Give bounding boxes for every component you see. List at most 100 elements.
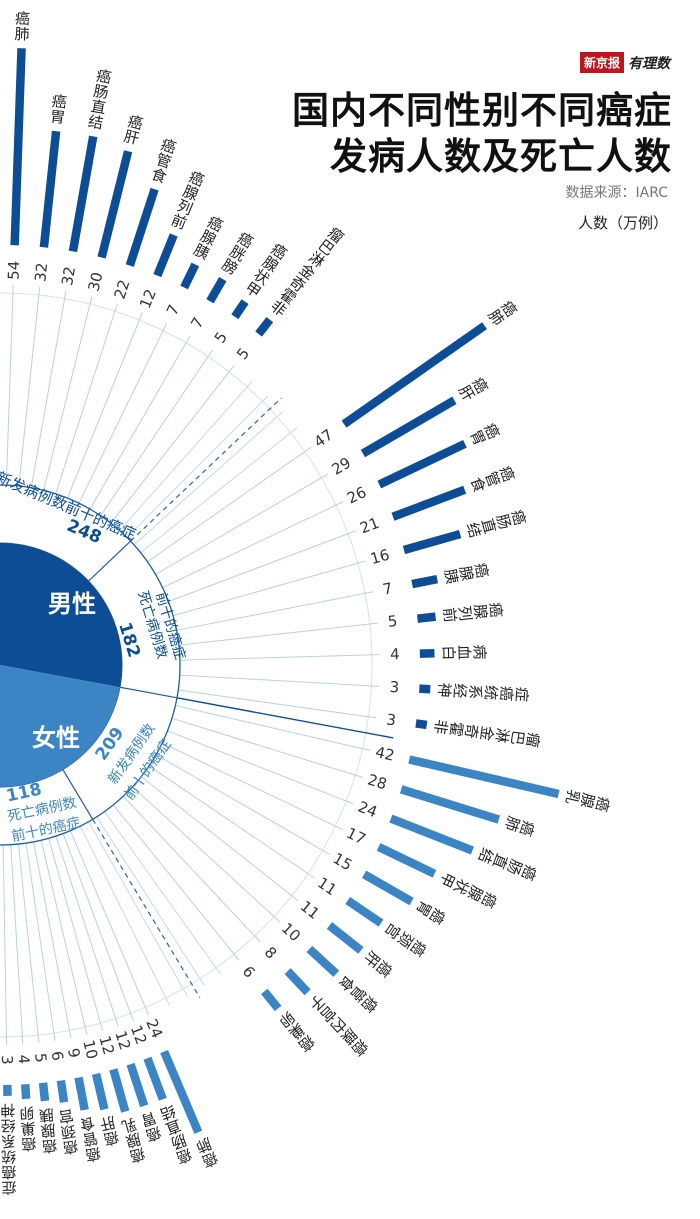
category-label-char: 直 (489, 851, 511, 872)
category-label-char: 腺 (180, 182, 201, 204)
spoke-line (155, 754, 330, 855)
category-label-char: 肝 (122, 127, 141, 148)
category-label-char: 症 (1, 1178, 16, 1196)
brand-badge: 新京报 (579, 52, 624, 73)
value-label: 15 (330, 849, 356, 874)
category-label-char: 癌 (84, 1144, 102, 1164)
male-label: 男性 (48, 590, 96, 618)
category-label-char: 癌 (62, 1137, 79, 1157)
spoke-line (162, 501, 344, 589)
category-label-char: 颈 (60, 1121, 77, 1141)
value-label: 3 (0, 1055, 16, 1065)
bar (74, 1076, 89, 1111)
category-label-char: 奇 (461, 723, 481, 740)
value-label: 12 (127, 1023, 151, 1047)
category-label-char: 癌 (508, 508, 529, 527)
bar (306, 945, 340, 977)
category-label-char: 状 (450, 876, 473, 897)
spoke-line (148, 765, 315, 879)
bar (399, 785, 501, 824)
value-label: 5 (387, 612, 398, 631)
bar (91, 1072, 109, 1111)
category-label-char: 管 (81, 1129, 99, 1149)
value-label: 3 (389, 678, 400, 697)
spoke-line (69, 830, 149, 1015)
category-label-char: 列 (455, 605, 475, 622)
bar (402, 529, 462, 555)
category-label-char: 癌 (186, 168, 207, 190)
chart-title-line-1: 国内不同性别不同癌症 (292, 89, 672, 132)
category-label-char: 直 (163, 1116, 183, 1138)
spoke-line (172, 560, 366, 617)
category-label-char: 肺 (14, 25, 30, 44)
inner-ring (0, 484, 181, 846)
spoke-line (96, 816, 205, 986)
category-label-char: 淋 (492, 727, 512, 744)
bar (261, 988, 282, 1012)
value-label: 9 (64, 1047, 83, 1060)
spoke-line (147, 446, 312, 563)
bar (125, 187, 159, 267)
sex-divider (176, 697, 394, 739)
spoke-line (171, 717, 364, 778)
category-label-char: 前 (169, 211, 190, 233)
value-label: 10 (79, 1038, 101, 1061)
bar (68, 135, 98, 253)
spoke-line (17, 843, 40, 1044)
category-label-char: 胃 (139, 1108, 159, 1130)
value-label: 5 (31, 1052, 50, 1063)
value-label: 7 (163, 302, 183, 318)
category-label-char: 癌 (174, 1145, 194, 1167)
spoke-line (122, 795, 261, 943)
value-label: 16 (368, 546, 391, 569)
category-label-char: 非 (431, 718, 451, 735)
spoke-line (140, 427, 298, 554)
category-label-char: 腺 (471, 603, 491, 620)
category-label-char: 乳 (562, 788, 583, 807)
spoke-line (5, 285, 14, 486)
category-label-char: 胃 (49, 107, 66, 126)
bar (10, 48, 26, 246)
value-label: 12 (136, 287, 160, 311)
bar (376, 843, 437, 878)
category-label-char: 腺 (198, 227, 219, 250)
value-label: 54 (4, 260, 23, 280)
bar (360, 396, 457, 458)
brand-column: 有理数 (628, 55, 670, 72)
category-label-char: 宫 (57, 1106, 74, 1126)
bar (391, 485, 467, 521)
category-label-char: 癌 (102, 1128, 121, 1149)
category-label-char: 肝 (98, 1113, 117, 1134)
bar (38, 1082, 50, 1102)
category-label-char: 症 (512, 686, 531, 702)
value-label: 22 (111, 277, 134, 301)
spoke-line (155, 473, 329, 575)
spoke-line (178, 689, 377, 719)
bar (143, 1056, 167, 1101)
category-label-char: 癌 (21, 1134, 37, 1153)
bar (180, 262, 200, 290)
category-label-char: 管 (154, 150, 174, 172)
category-label-char: 列 (174, 196, 195, 218)
category-label-char: 癌 (471, 561, 492, 579)
ring-divider (62, 769, 94, 820)
category-label-char: 胰 (38, 1105, 55, 1124)
spoke-lines: 54 32 32 30 22 12 7755472926211675433422824171… (0, 260, 400, 1065)
bar (284, 968, 311, 996)
category-label-char: 肠 (92, 82, 110, 102)
category-label-char: 肺 (193, 1134, 214, 1156)
category-label-char: 系 (1, 1132, 16, 1150)
category-label-char: 病 (470, 644, 488, 659)
category-label-char: 胰 (191, 241, 212, 264)
female-label: 女性 (32, 724, 80, 752)
ring-divider (119, 686, 178, 699)
category-label-char: 肠 (503, 857, 525, 878)
bar (126, 1062, 149, 1108)
spoke-line (55, 303, 118, 494)
value-label: 26 (344, 483, 369, 507)
spoke-line (62, 833, 134, 1021)
category-label-char: 直 (478, 516, 499, 535)
category-label-char: 结 (463, 521, 484, 540)
spoke-line (100, 349, 213, 517)
category-label-char: 管 (481, 469, 503, 489)
